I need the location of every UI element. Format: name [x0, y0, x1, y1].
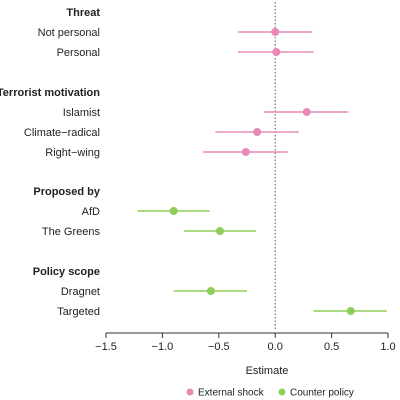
row-label: Climate−radical — [24, 127, 100, 139]
group-heading: Proposed by — [33, 186, 101, 198]
point-estimate — [206, 287, 215, 295]
point-estimate — [346, 307, 355, 315]
legend-label: Counter policy — [290, 388, 354, 399]
x-tick-label: −1.5 — [95, 341, 117, 353]
row-label: The Greens — [42, 226, 101, 238]
x-tick-label: 0.5 — [324, 341, 339, 353]
x-tick-label: −0.5 — [208, 341, 230, 353]
group-heading: Terrorist motivation — [0, 87, 100, 99]
row-label: Right−wing — [45, 147, 100, 159]
group-heading: Threat — [66, 7, 100, 19]
point-estimate — [169, 207, 178, 215]
point-estimate — [241, 148, 250, 156]
point-estimate — [215, 227, 224, 235]
row-label: Targeted — [57, 306, 100, 318]
x-tick-label: 1.0 — [380, 341, 395, 353]
legend-marker — [278, 388, 286, 396]
group-heading: Policy scope — [33, 266, 100, 278]
row-label: AfD — [82, 206, 100, 218]
row-label: Dragnet — [61, 286, 100, 298]
point-estimate — [272, 48, 281, 56]
point-estimate — [271, 28, 280, 36]
row-label: Not personal — [38, 27, 100, 39]
row-label: Personal — [57, 47, 100, 59]
x-tick-label: 0.0 — [268, 341, 283, 353]
row-label: Islamist — [63, 107, 100, 119]
point-estimate — [302, 108, 311, 116]
legend-label: External shock — [198, 388, 265, 399]
x-tick-label: −1.0 — [152, 341, 174, 353]
x-axis-title: Estimate — [246, 365, 289, 377]
point-estimate — [253, 128, 262, 136]
legend-marker — [186, 388, 194, 396]
